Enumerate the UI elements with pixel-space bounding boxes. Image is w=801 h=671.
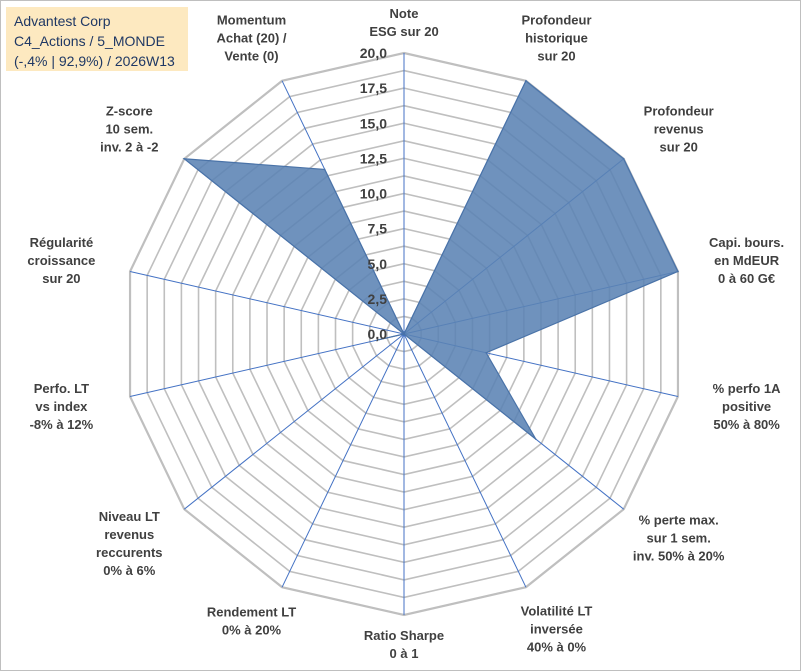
axis-label: Momentum Achat (20) / Vente (0) (216, 13, 286, 64)
tick-label: 7,5 (368, 221, 388, 237)
axis-label: Capi. bours. en MdEUR 0 à 60 G€ (709, 235, 784, 286)
axis-spoke (129, 270, 405, 335)
axis-spoke (183, 333, 405, 510)
axis-label: % perfo 1A positive 50% à 80% (713, 381, 782, 432)
axis-label: Note ESG sur 20 (369, 6, 438, 39)
tick-label: 15,0 (360, 115, 387, 131)
portfolio-stats: (-,4% | 92,9%) / 2026W13 (14, 53, 175, 69)
axis-label: Profondeur historique sur 20 (521, 13, 591, 64)
radar-tick-labels: 0,0 2,5 5,0 7,5 10,0 12,5 15,0 17,5 20,0 (360, 45, 387, 342)
series-point (677, 270, 679, 273)
axis-label: Régularité croissance sur 20 (27, 235, 95, 286)
tick-label: 0,0 (368, 326, 388, 342)
series-point (622, 157, 625, 160)
axis-label: Ratio Sharpe 0 à 1 (364, 628, 444, 661)
axis-label: Perfo. LT vs index -8% à 12% (30, 381, 94, 432)
axis-spoke (281, 333, 405, 588)
series-area (182, 79, 679, 440)
chart-title-box: Advantest Corp C4_Actions / 5_MONDE (-,4… (6, 7, 188, 71)
series-point (535, 438, 537, 440)
radar-series (182, 79, 679, 440)
company-name: Advantest Corp (14, 13, 111, 29)
tick-label: 10,0 (360, 186, 387, 202)
series-point (525, 80, 527, 82)
axis-label: Niveau LT revenus reccurents 0% à 6% (96, 509, 162, 578)
tick-label: 12,5 (360, 150, 387, 166)
axis-spoke (403, 333, 527, 588)
series-point (403, 333, 405, 335)
series-point (323, 168, 326, 171)
series-point (375, 339, 378, 342)
series-point (485, 351, 487, 354)
tick-label: 20,0 (360, 45, 387, 61)
axis-spoke (129, 333, 405, 398)
axis-label: Profondeur revenus sur 20 (644, 104, 714, 155)
radar-axis-labels: Note ESG sur 20 Profondeur historique sur 20… (27, 6, 784, 661)
tick-label: 5,0 (368, 256, 388, 272)
axis-label: % perte max. sur 1 sem. inv. 50% à 20% (633, 513, 725, 564)
axis-label: Rendement LT 0% à 20% (207, 604, 296, 637)
axis-label: Z-score 10 sem. inv. 2 à -2 (100, 104, 158, 155)
series-point (183, 157, 186, 160)
portfolio-name: C4_Actions / 5_MONDE (14, 33, 165, 49)
axis-label: Volatilité LT inversée 40% à 0% (521, 604, 593, 655)
tick-label: 17,5 (360, 80, 387, 96)
tick-label: 2,5 (368, 291, 388, 307)
